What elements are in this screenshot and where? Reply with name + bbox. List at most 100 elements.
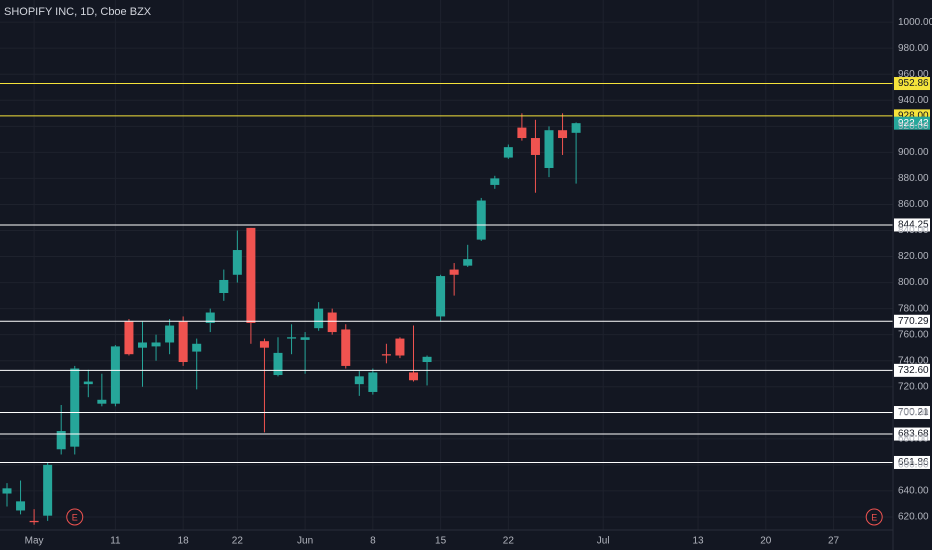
candle-body	[97, 399, 107, 404]
level-label-box	[894, 455, 930, 469]
candle-body	[70, 368, 80, 447]
x-tick-label: 20	[760, 536, 772, 547]
earnings-marker	[865, 508, 883, 526]
x-tick-label: 11	[110, 536, 121, 547]
candle-body	[436, 276, 446, 317]
y-tick-label: 740.00	[898, 355, 929, 366]
last-price-label: 922.42	[898, 118, 929, 129]
level-label-box	[894, 427, 930, 441]
candle-body	[165, 325, 175, 343]
candle-body	[517, 127, 527, 139]
y-tick-label: 660.00	[898, 460, 929, 471]
earnings-label: E	[871, 512, 877, 522]
candle-body	[571, 123, 581, 133]
candle-body	[110, 346, 120, 404]
x-tick-label: 22	[503, 536, 515, 547]
candle-body	[43, 464, 53, 516]
candle-body	[56, 431, 66, 450]
x-tick-label: 27	[828, 536, 840, 547]
level-label-box	[894, 218, 930, 232]
level-label-box	[894, 314, 930, 328]
level-label-box	[894, 77, 930, 91]
grid	[0, 0, 893, 530]
candle-body	[449, 269, 459, 275]
candle-body	[368, 372, 378, 392]
candle-body	[409, 372, 418, 381]
y-tick-label: 820.00	[898, 251, 929, 262]
earnings-marker	[66, 508, 84, 526]
x-tick-label: Jul	[597, 536, 610, 547]
x-tick-label: 15	[435, 536, 447, 547]
candle-body	[138, 342, 147, 348]
candles	[2, 113, 581, 525]
candle-body	[83, 381, 93, 385]
earnings-label: E	[72, 512, 78, 522]
levels: 952.86 928.00 844.25 770.29 732.60 700.21 683.…	[0, 77, 930, 469]
x-tick-label: 22	[232, 536, 244, 547]
candle-body	[341, 329, 351, 366]
y-tick-label: 680.00	[898, 433, 929, 444]
candle-body	[490, 178, 500, 185]
candle-body	[503, 147, 513, 158]
candle-body	[232, 250, 242, 275]
y-tick-label: 780.00	[898, 303, 929, 314]
candle-body	[530, 138, 540, 155]
y-tick-label: 620.00	[898, 512, 929, 523]
candle-body	[300, 337, 310, 340]
level-label: 928.00	[898, 111, 929, 122]
candle-body	[29, 520, 39, 523]
level-label-box	[894, 363, 930, 377]
level-label: 770.29	[898, 316, 929, 327]
y-tick-label: 860.00	[898, 199, 929, 210]
level-label: 732.60	[898, 365, 929, 376]
candle-body	[314, 308, 324, 329]
x-tick-label: 13	[692, 536, 704, 547]
candle-body	[422, 356, 432, 363]
level-label: 700.21	[898, 407, 929, 418]
y-tick-label: 940.00	[898, 95, 929, 106]
x-tick-label: May	[25, 536, 44, 547]
candle-body	[558, 130, 568, 139]
candle-body	[287, 337, 297, 339]
candle-body	[476, 200, 486, 240]
last-price-box	[894, 116, 930, 130]
candle-body	[246, 227, 256, 323]
candle-body	[273, 352, 283, 376]
y-tick-label: 900.00	[898, 147, 929, 158]
y-tick-label: 840.00	[898, 225, 929, 236]
y-tick-label: 700.00	[898, 407, 929, 418]
y-tick-label: 800.00	[898, 277, 929, 288]
x-tick-label: 18	[178, 536, 190, 547]
candle-body	[544, 130, 554, 168]
y-tick-label: 960.00	[898, 69, 929, 80]
candle-body	[259, 341, 269, 348]
candle-body	[151, 342, 161, 347]
x-tick-label: 8	[370, 536, 376, 547]
y-tick-label: 640.00	[898, 486, 929, 497]
candle-body	[205, 312, 215, 323]
y-tick-label: 980.00	[898, 43, 929, 54]
candle-body	[381, 354, 391, 356]
candle-body	[192, 343, 202, 352]
candle-body	[219, 279, 229, 293]
y-tick-label: 1000.00	[898, 17, 932, 28]
y-tick-label: 720.00	[898, 381, 929, 392]
chart-title: SHOPIFY INC, 1D, Cboe BZX	[4, 6, 152, 18]
x-tick-label: Jun	[297, 536, 313, 547]
candle-body	[354, 376, 364, 385]
candle-body	[124, 321, 134, 355]
candle-body	[395, 338, 405, 356]
level-label-box	[894, 406, 930, 420]
candle-body	[16, 501, 26, 511]
level-label: 844.25	[898, 220, 929, 231]
level-label: 952.86	[898, 78, 929, 89]
candle-body	[463, 259, 473, 266]
level-label: 683.68	[898, 429, 929, 440]
level-label: 661.86	[898, 457, 929, 468]
candle-body	[2, 488, 12, 494]
candle-body	[178, 321, 188, 363]
y-tick-label: 760.00	[898, 329, 929, 340]
axis: 620.00 640.00 660.00 680.00 700.00 720.00 740.…	[25, 17, 932, 547]
